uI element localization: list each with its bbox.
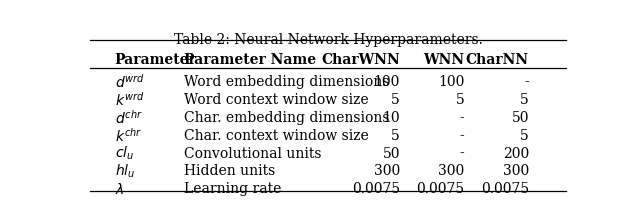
Text: WNN: WNN	[423, 53, 465, 67]
Text: -: -	[460, 129, 465, 143]
Text: Convolutional units: Convolutional units	[184, 146, 322, 161]
Text: 5: 5	[391, 129, 400, 143]
Text: -: -	[524, 75, 529, 89]
Text: 5: 5	[520, 93, 529, 107]
Text: -: -	[460, 111, 465, 125]
Text: Hidden units: Hidden units	[184, 164, 275, 178]
Text: 100: 100	[438, 75, 465, 89]
Text: 0.0075: 0.0075	[481, 182, 529, 196]
Text: Learning rate: Learning rate	[184, 182, 282, 196]
Text: 0.0075: 0.0075	[352, 182, 400, 196]
Text: $k^{chr}$: $k^{chr}$	[115, 127, 142, 145]
Text: Word context window size: Word context window size	[184, 93, 369, 107]
Text: $d^{wrd}$: $d^{wrd}$	[115, 73, 145, 91]
Text: 0.0075: 0.0075	[416, 182, 465, 196]
Text: 5: 5	[391, 93, 400, 107]
Text: 300: 300	[374, 164, 400, 178]
Text: Table 2: Neural Network Hyperparameters.: Table 2: Neural Network Hyperparameters.	[173, 33, 483, 47]
Text: Parameter: Parameter	[115, 53, 196, 67]
Text: 50: 50	[511, 111, 529, 125]
Text: Word embedding dimensions: Word embedding dimensions	[184, 75, 390, 89]
Text: -: -	[460, 146, 465, 161]
Text: $k^{wrd}$: $k^{wrd}$	[115, 91, 144, 109]
Text: 50: 50	[383, 146, 400, 161]
Text: 300: 300	[438, 164, 465, 178]
Text: Char. context window size: Char. context window size	[184, 129, 369, 143]
Text: $hl_u$: $hl_u$	[115, 163, 135, 180]
Text: 200: 200	[502, 146, 529, 161]
Text: 100: 100	[374, 75, 400, 89]
Text: 5: 5	[456, 93, 465, 107]
Text: 300: 300	[502, 164, 529, 178]
Text: CharNN: CharNN	[466, 53, 529, 67]
Text: $d^{chr}$: $d^{chr}$	[115, 109, 143, 127]
Text: $cl_u$: $cl_u$	[115, 145, 134, 162]
Text: Parameter Name: Parameter Name	[184, 53, 316, 67]
Text: 5: 5	[520, 129, 529, 143]
Text: 10: 10	[382, 111, 400, 125]
Text: $\lambda$: $\lambda$	[115, 182, 124, 197]
Text: CharWNN: CharWNN	[321, 53, 400, 67]
Text: Char. embedding dimensions: Char. embedding dimensions	[184, 111, 390, 125]
